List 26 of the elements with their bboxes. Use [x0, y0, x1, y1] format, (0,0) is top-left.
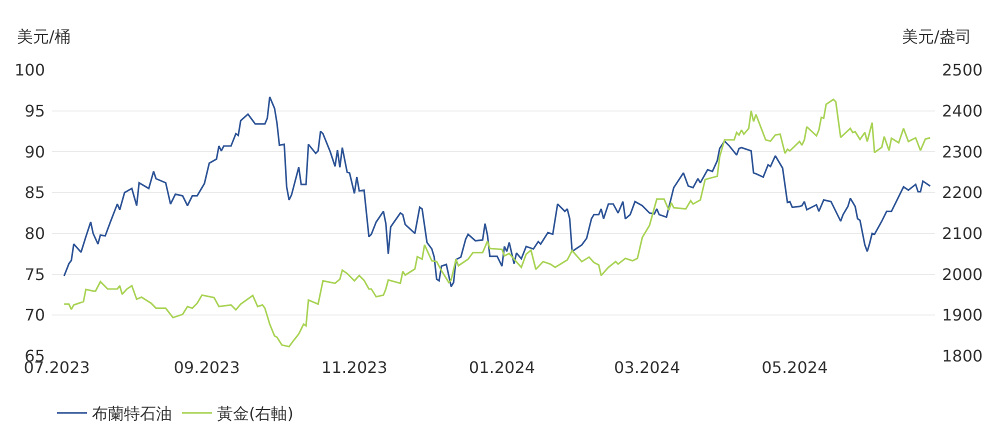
legend-label: 布蘭特石油: [92, 404, 172, 424]
line-series: [63, 96, 931, 288]
y2-tick-label: 2200: [942, 183, 983, 202]
y-tick-label: 75: [24, 264, 45, 284]
y-tick-label: 95: [24, 101, 45, 120]
legend-label: 黃金(右軸): [217, 404, 294, 424]
line-series: [63, 98, 931, 348]
y2-tick-label: 1800: [942, 346, 983, 366]
y2-tick-label: 2500: [942, 60, 983, 80]
y2-tick-label: 2300: [942, 142, 983, 162]
x-tick-label: 09.2023: [174, 358, 240, 377]
y-tick-label: 100: [14, 60, 45, 80]
y2-tick-label: 1900: [942, 306, 983, 325]
x-tick-label: 11.2023: [321, 358, 388, 377]
y2-axis-title: 美元/盎司: [902, 27, 972, 46]
x-tick-label: 01.2024: [468, 358, 536, 377]
y-axis-title: 美元/桶: [17, 27, 70, 46]
x-tick-label: 05.2024: [762, 358, 828, 377]
y-tick-label: 90: [24, 142, 45, 162]
y2-tick-label: 2400: [942, 101, 983, 120]
y2-tick-label: 2100: [942, 224, 983, 244]
x-tick-label: 03.2024: [614, 358, 680, 377]
y-tick-label: 80: [24, 224, 45, 244]
y2-tick-label: 2000: [942, 264, 983, 284]
y-tick-label: 85: [24, 183, 45, 202]
y-tick-label: 70: [24, 306, 45, 325]
